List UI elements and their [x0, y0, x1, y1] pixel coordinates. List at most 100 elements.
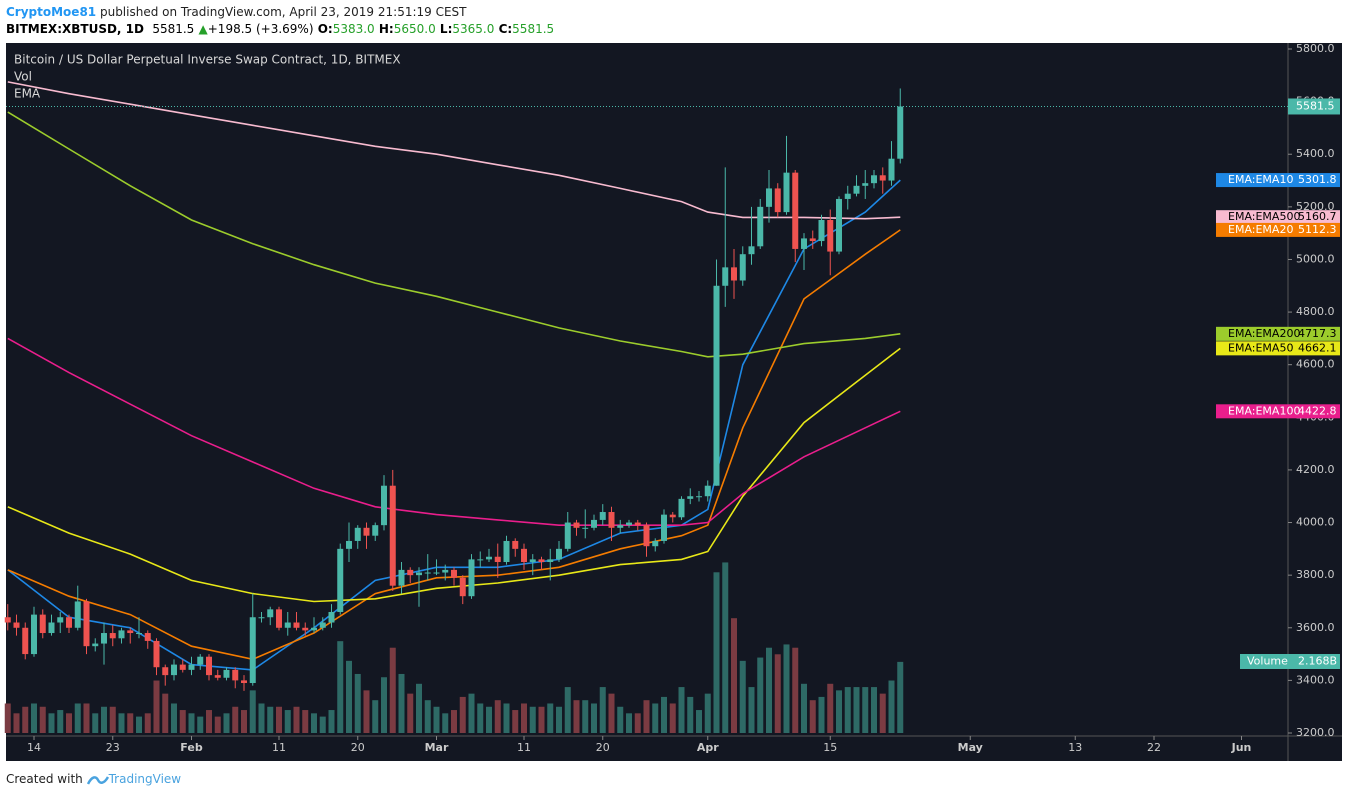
- volume-bar: [652, 703, 659, 733]
- volume-bar: [783, 644, 790, 733]
- candle-body: [337, 548, 344, 612]
- ema-name: EMA:EMA200: [1228, 327, 1300, 340]
- y-tick-label: 4000.0: [1296, 516, 1335, 529]
- candle-body: [486, 556, 492, 560]
- candle-body: [713, 285, 720, 486]
- volume-bar: [223, 713, 230, 733]
- volume-bar: [153, 680, 160, 733]
- footer: Created with TradingView: [6, 772, 181, 786]
- candle-body: [389, 485, 396, 586]
- published: published on TradingView.com, April 23, …: [99, 5, 467, 19]
- candle-body: [354, 527, 361, 541]
- volume-bar: [66, 713, 72, 733]
- volume-bar: [214, 716, 221, 733]
- candle-body: [766, 188, 772, 207]
- candle-body: [809, 238, 816, 242]
- volume-bar: [136, 716, 142, 733]
- candle-body: [722, 267, 729, 286]
- x-tick-label: 11: [272, 741, 286, 754]
- volume-bar: [853, 687, 860, 733]
- volume-bar: [774, 654, 781, 733]
- candle-body: [599, 512, 606, 520]
- low: 5365.0: [452, 22, 495, 36]
- candle-body: [888, 158, 895, 181]
- last: 5581.5: [152, 22, 195, 36]
- candle-body: [468, 559, 475, 597]
- volume-bar: [328, 710, 335, 733]
- volume-bar: [22, 706, 29, 733]
- volume-bar: [381, 677, 387, 733]
- volume-bar: [529, 706, 536, 733]
- candle-body: [573, 522, 580, 528]
- volume-bar: [433, 706, 440, 733]
- volume-bar: [302, 710, 309, 733]
- ema-value: 5112.3: [1298, 223, 1337, 236]
- change: +198.5 (+3.69%): [207, 22, 314, 36]
- x-tick-label: Apr: [697, 741, 719, 754]
- candle-body: [442, 569, 449, 573]
- y-tick-label: 4800.0: [1296, 305, 1335, 318]
- candle-body: [879, 175, 886, 181]
- x-tick-label: 11: [517, 741, 531, 754]
- volume-bar: [267, 706, 274, 733]
- candle-body: [494, 556, 501, 562]
- candle-body: [109, 633, 116, 639]
- volume-bar: [4, 703, 11, 733]
- ema-label-box: [1216, 326, 1340, 341]
- volume-bar: [634, 713, 641, 733]
- candle-body: [188, 664, 195, 670]
- created: Created with: [6, 772, 83, 786]
- volume-bar: [363, 690, 370, 733]
- candle-body: [22, 627, 29, 655]
- volume-bar: [407, 693, 414, 733]
- x-tick-label: 14: [27, 741, 41, 754]
- volume-bar: [424, 700, 431, 733]
- candle-body: [564, 522, 571, 549]
- ema-name: EMA:EMA500: [1228, 210, 1300, 223]
- ema-label-box: [1216, 210, 1340, 225]
- volume-bar: [83, 703, 90, 733]
- indicator-vol[interactable]: Vol: [14, 70, 32, 84]
- author[interactable]: CryptoMoe81: [6, 5, 97, 19]
- volume-bar: [503, 703, 510, 733]
- y-tick-label: 5200.0: [1296, 200, 1335, 213]
- candle-body: [704, 485, 711, 497]
- ema-name: EMA:EMA100: [1228, 404, 1300, 417]
- volume-bar: [206, 710, 212, 733]
- volume-bar: [57, 710, 64, 733]
- candle-body: [529, 559, 536, 562]
- candle-body: [836, 198, 842, 252]
- ema-name: EMA:EMA50: [1228, 341, 1293, 354]
- candle-body: [433, 572, 440, 574]
- volume-bar: [389, 647, 396, 733]
- volume-bar: [48, 713, 55, 733]
- volume-bar: [459, 696, 466, 733]
- o-label: O:: [317, 22, 333, 36]
- volume-bar: [512, 710, 519, 733]
- candle-body: [853, 185, 860, 194]
- volume-bar: [372, 700, 379, 733]
- candle-body: [774, 188, 781, 213]
- volume-bar: [451, 710, 457, 733]
- c-label: C:: [498, 22, 513, 36]
- candle-body: [346, 540, 352, 549]
- candle-body: [48, 622, 55, 634]
- volume-bar: [538, 706, 545, 733]
- indicator-ema[interactable]: EMA: [14, 87, 41, 101]
- candle-body: [459, 577, 466, 597]
- volume-bar: [144, 713, 151, 733]
- volume-bar: [722, 562, 729, 733]
- candle-body: [74, 601, 81, 628]
- candle-body: [451, 569, 457, 578]
- volume-value: 2.168B: [1298, 655, 1337, 668]
- l-label: L:: [439, 22, 453, 36]
- candle-body: [739, 254, 746, 281]
- volume-bar: [678, 687, 685, 733]
- last-price-box: [1288, 98, 1340, 115]
- ema-value: 5160.7: [1298, 210, 1337, 223]
- candle-body: [783, 172, 790, 213]
- volume-bar: [101, 706, 107, 733]
- brand[interactable]: TradingView: [108, 772, 182, 786]
- chart-title: Bitcoin / US Dollar Perpetual Inverse Sw…: [14, 53, 401, 67]
